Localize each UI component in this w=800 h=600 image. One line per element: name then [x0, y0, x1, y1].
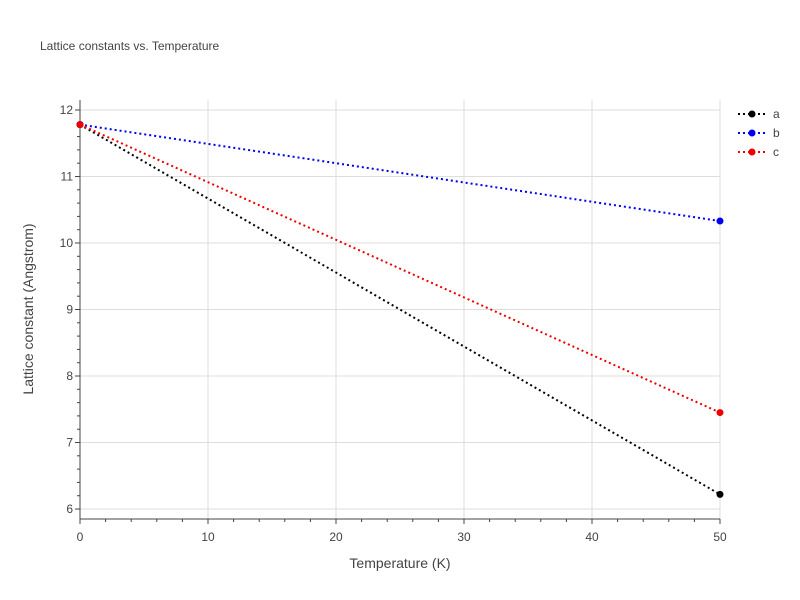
- y-tick-label: 9: [66, 303, 73, 317]
- legend-marker-swatch: [748, 129, 756, 137]
- legend-item-a[interactable]: a: [738, 107, 780, 121]
- axes: [75, 100, 721, 524]
- y-tick-label: 10: [60, 236, 74, 250]
- y-tick-label: 11: [61, 169, 74, 183]
- series-line-a: [79, 123, 721, 496]
- grid: [80, 100, 721, 519]
- x-tick-label: 30: [457, 530, 471, 544]
- series-layer: [76, 121, 724, 498]
- x-tick-label: 50: [713, 530, 727, 544]
- data-point-c: [76, 121, 84, 129]
- y-axis-title: Lattice constant (Angstrom): [20, 223, 36, 394]
- data-point-a: [716, 490, 724, 498]
- x-tick-label: 10: [201, 530, 215, 544]
- legend-item-b[interactable]: b: [738, 126, 780, 140]
- y-tick-label: 6: [66, 502, 73, 516]
- x-tick-label: 0: [77, 530, 84, 544]
- legend-item-c[interactable]: c: [738, 145, 779, 159]
- data-point-b: [716, 217, 724, 225]
- y-tick-label: 12: [60, 103, 74, 117]
- chart-title: Lattice constants vs. Temperature: [40, 39, 220, 53]
- y-tick-label: 8: [66, 369, 73, 383]
- x-tick-label: 20: [329, 530, 343, 544]
- y-tick-label: 7: [66, 436, 73, 450]
- series-line-c: [79, 123, 721, 414]
- legend-marker-swatch: [748, 110, 756, 118]
- x-axis-title: Temperature (K): [349, 555, 450, 571]
- legend-label: a: [773, 107, 780, 121]
- data-point-c: [716, 409, 724, 417]
- x-tick-label: 40: [585, 530, 599, 544]
- legend-label: b: [773, 126, 780, 140]
- tick-labels: 0 10 20 30 40 50 6 7 8 9 10 11 12: [60, 103, 727, 544]
- legend-marker-swatch: [748, 148, 756, 156]
- series-line-b: [79, 123, 721, 223]
- legend[interactable]: abc: [738, 107, 780, 159]
- legend-label: c: [773, 145, 779, 159]
